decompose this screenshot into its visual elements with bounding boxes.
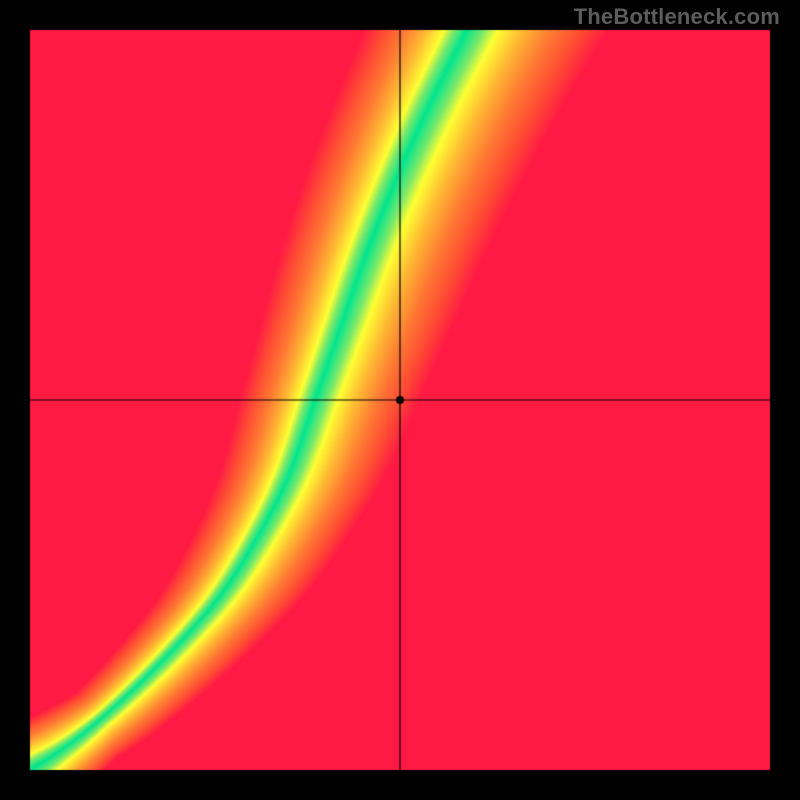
- bottleneck-heatmap: [0, 0, 800, 800]
- chart-container: TheBottleneck.com: [0, 0, 800, 800]
- watermark-text: TheBottleneck.com: [574, 4, 780, 30]
